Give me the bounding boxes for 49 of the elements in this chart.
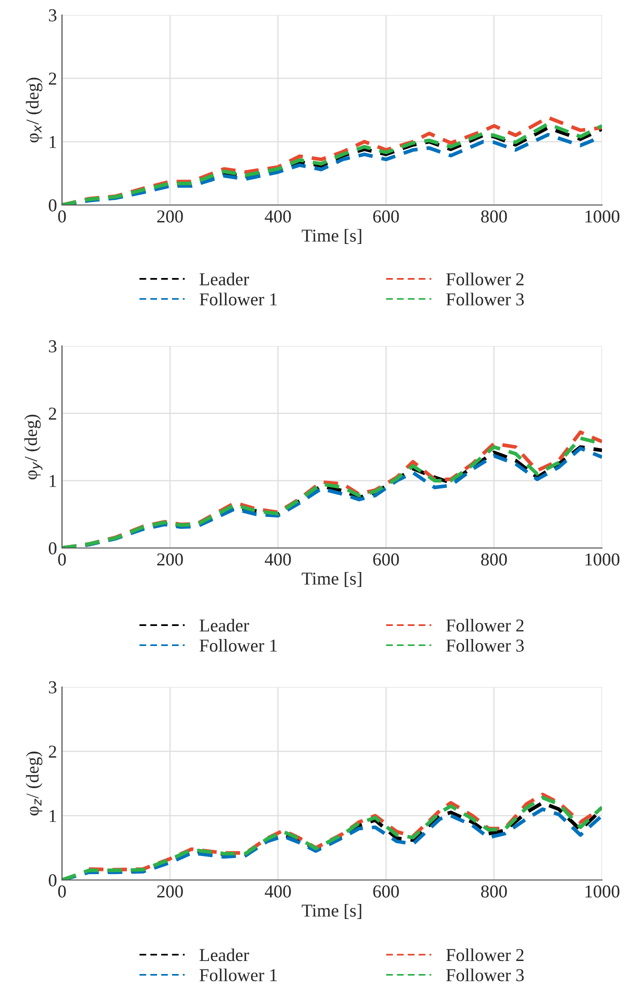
legend-label: Follower 1 xyxy=(200,968,277,982)
y-tick-label: 0 xyxy=(48,199,56,212)
x-tick-label: 600 xyxy=(373,885,399,898)
x-axis-title: Time [s] xyxy=(302,904,362,919)
x-tick-label: 0 xyxy=(58,885,66,898)
y-tick-label: 3 xyxy=(48,340,56,352)
legend-label: Leader xyxy=(200,618,250,632)
legend-label: Follower 2 xyxy=(446,948,524,962)
x-tick-label: 800 xyxy=(481,210,507,223)
x-tick-label: 400 xyxy=(264,553,291,566)
y-tick-label: 2 xyxy=(48,408,56,420)
x-tick-label: 200 xyxy=(157,553,183,566)
legend-label: Follower 1 xyxy=(200,638,277,652)
x-tick-label: 200 xyxy=(157,885,183,898)
line-series xyxy=(87,792,602,872)
x-axis-title: Time [s] xyxy=(302,229,362,244)
x-tick-label: 0 xyxy=(58,553,66,566)
y-tick-label: 1 xyxy=(50,136,56,148)
y-tick-label: 1 xyxy=(50,475,56,487)
x-axis-title: Time [s] xyxy=(302,572,362,587)
x-tick-label: 1000 xyxy=(586,885,620,898)
legend-label: Follower 2 xyxy=(446,272,524,286)
legend-label: Follower 2 xyxy=(446,618,524,632)
legend-label: Follower 3 xyxy=(446,968,524,982)
x-tick-label: 600 xyxy=(373,553,399,566)
x-tick-label: 400 xyxy=(264,210,291,223)
y-tick-label: 2 xyxy=(48,746,56,758)
legend-label: Leader xyxy=(200,948,250,962)
x-tick-label: 400 xyxy=(264,885,291,898)
x-tick-label: 1000 xyxy=(586,210,620,223)
x-tick-label: 800 xyxy=(481,885,507,898)
y-tick-label: 3 xyxy=(48,9,56,22)
legend-label: Leader xyxy=(200,272,250,286)
x-tick-label: 0 xyxy=(58,210,66,223)
x-tick-label: 200 xyxy=(157,210,183,223)
x-tick-label: 800 xyxy=(481,553,507,566)
x-tick-label: 600 xyxy=(373,210,399,223)
legend-label: Follower 3 xyxy=(446,292,524,306)
legend-label: Follower 3 xyxy=(446,638,524,652)
y-tick-label: 0 xyxy=(48,874,56,886)
y-tick-label: 3 xyxy=(48,681,56,694)
y-axis-title: φ$_{z}$/ (deg) xyxy=(26,752,42,816)
y-tick-label: 0 xyxy=(48,542,56,554)
y-axis-title: φ$_{x}$/ (deg) xyxy=(26,78,42,142)
y-tick-label: 2 xyxy=(48,72,56,85)
legend-label: Follower 1 xyxy=(200,292,277,306)
x-tick-label: 1000 xyxy=(586,553,620,566)
y-tick-label: 1 xyxy=(50,810,56,822)
y-axis-title: φ$_{y}$/ (deg) xyxy=(24,414,42,480)
